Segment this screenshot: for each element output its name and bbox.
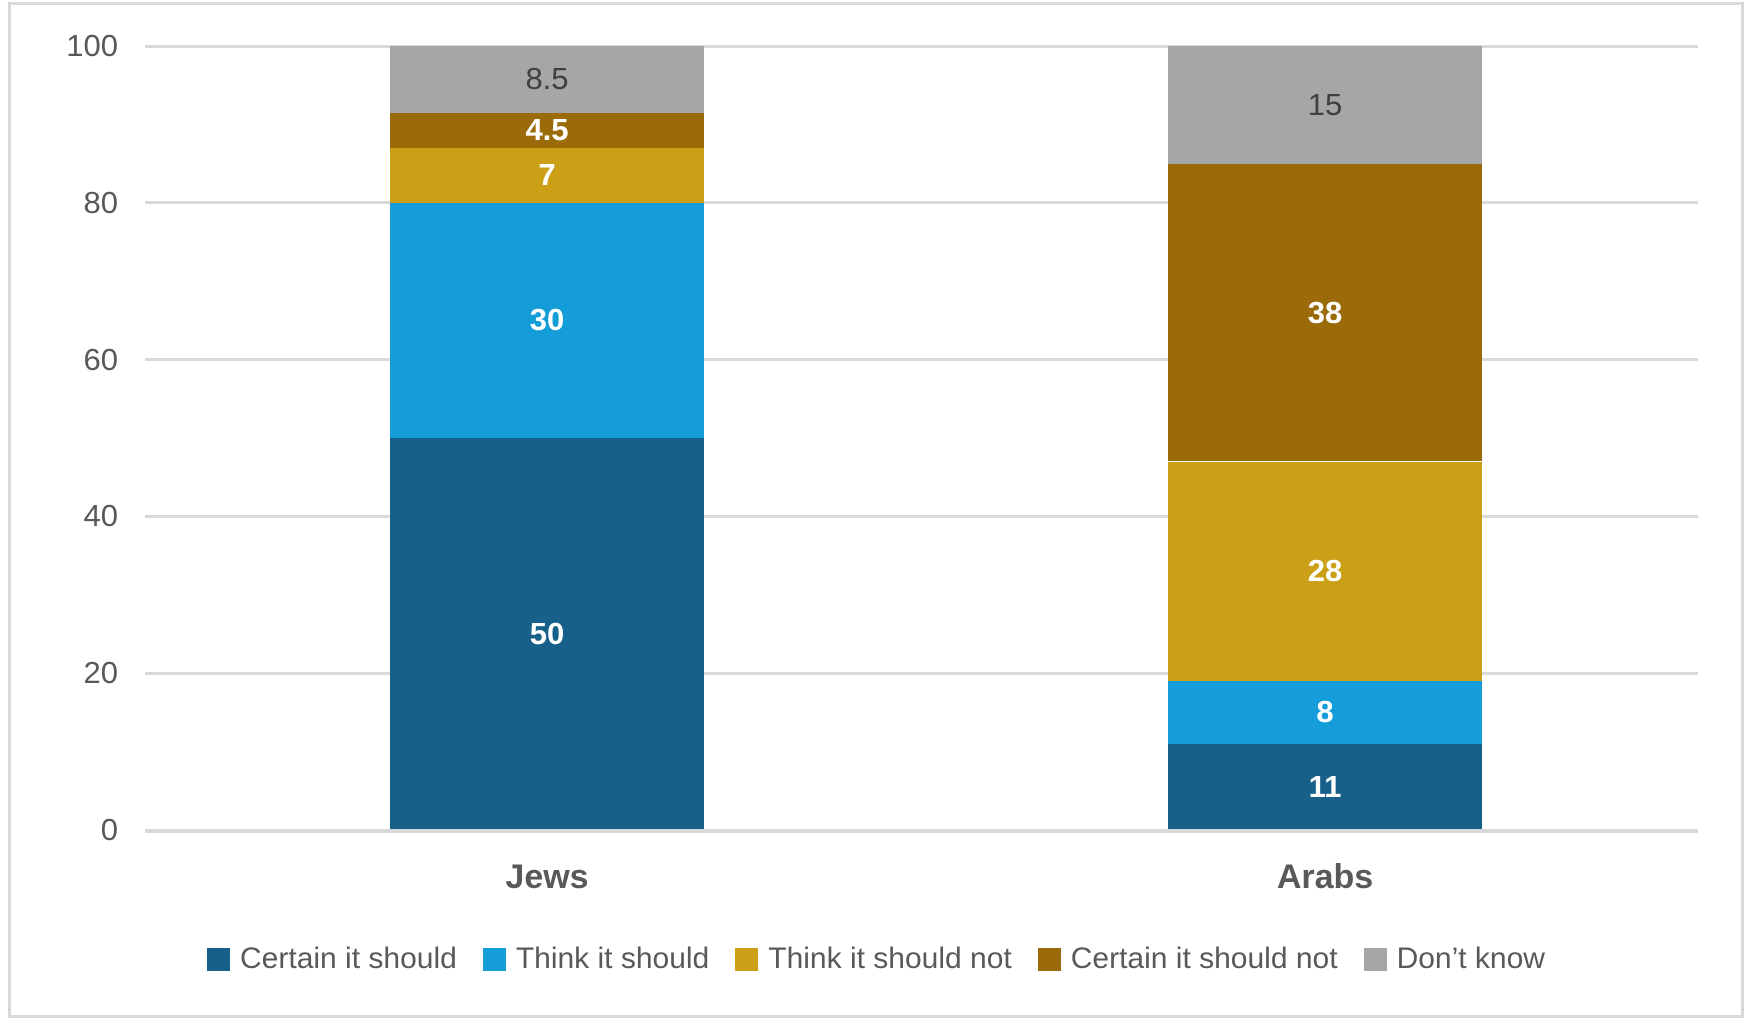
y-axis-tick-label-100: 100 xyxy=(66,28,118,63)
gridline-40 xyxy=(145,514,1698,518)
bar-segment-arabs-certain-it-should xyxy=(1168,743,1482,830)
y-axis-tick-label-80: 80 xyxy=(83,184,118,220)
gridline-20 xyxy=(145,671,1698,675)
chart-border-frame xyxy=(8,2,1744,1018)
bar-segment-jews-certain-it-should-not xyxy=(390,112,704,148)
legend-item-certain-it-should-not: Certain it should not xyxy=(1037,942,1338,976)
bar-segment-jews-think-it-should-not xyxy=(390,147,704,203)
legend-color-swatch-certain-it-should-not xyxy=(1037,947,1061,971)
bar-segment-arabs-think-it-should xyxy=(1168,681,1482,744)
y-axis-tick-label-0: 0 xyxy=(100,812,118,847)
gridline-80 xyxy=(145,201,1698,205)
data-label-jews-certain-it-should: 50 xyxy=(529,616,565,651)
legend-item-think-it-should-not: Think it should not xyxy=(735,942,1012,976)
bar-segment-jews-think-it-should xyxy=(390,202,704,438)
gridline-100 xyxy=(145,44,1698,48)
legend-label-certain-it-should-not: Certain it should not xyxy=(1070,942,1338,975)
x-axis-baseline xyxy=(145,828,1698,833)
bar-segment-arabs-don-t-know xyxy=(1168,46,1482,164)
legend-label-certain-it-should: Certain it should xyxy=(240,942,457,975)
legend-item-certain-it-should: Certain it should xyxy=(207,942,457,976)
legend-label-don-t-know: Don’t know xyxy=(1396,942,1545,975)
legend-label-think-it-should: Think it should xyxy=(515,942,710,975)
category-label-jews: Jews xyxy=(505,858,589,896)
legend-item-don-t-know: Don’t know xyxy=(1363,942,1545,976)
category-label-arabs: Arabs xyxy=(1276,858,1374,896)
data-label-jews-don-t-know: 8.5 xyxy=(525,61,569,97)
bar-segment-arabs-think-it-should-not xyxy=(1168,461,1482,681)
y-axis-tick-label-20: 20 xyxy=(83,655,118,691)
legend-color-swatch-think-it-should-not xyxy=(735,947,759,971)
legend-item-think-it-should: Think it should xyxy=(482,942,710,976)
data-label-arabs-certain-it-should: 11 xyxy=(1308,768,1342,804)
data-label-arabs-don-t-know: 15 xyxy=(1307,86,1343,122)
data-label-arabs-certain-it-should-not: 38 xyxy=(1307,294,1343,330)
y-axis-tick-label-40: 40 xyxy=(83,498,118,534)
legend: Certain it should Think it should Think it… xyxy=(20,928,1732,990)
data-label-arabs-think-it-should-not: 28 xyxy=(1307,553,1343,589)
gridline-60 xyxy=(145,358,1698,362)
bar-segment-arabs-certain-it-should-not xyxy=(1168,163,1482,462)
bar-segment-jews-certain-it-should xyxy=(390,438,704,830)
data-label-arabs-think-it-should: 8 xyxy=(1316,694,1334,730)
data-label-jews-think-it-should-not: 7 xyxy=(538,157,556,193)
data-label-jews-certain-it-should-not: 4.5 xyxy=(525,112,569,148)
legend-label-think-it-should-not: Think it should not xyxy=(768,942,1012,975)
legend-color-swatch-certain-it-should xyxy=(207,947,231,971)
data-label-jews-think-it-should: 30 xyxy=(529,302,565,338)
bar-segment-jews-don-t-know xyxy=(390,46,704,113)
legend-color-swatch-think-it-should xyxy=(482,947,506,971)
legend-color-swatch-don-t-know xyxy=(1363,947,1387,971)
y-axis-tick-label-60: 60 xyxy=(83,341,118,377)
